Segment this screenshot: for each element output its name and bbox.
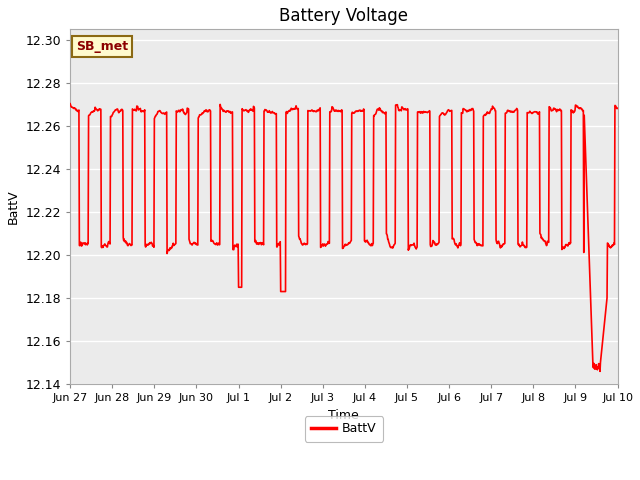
Y-axis label: BattV: BattV bbox=[7, 189, 20, 224]
X-axis label: Time: Time bbox=[328, 408, 359, 421]
Text: SB_met: SB_met bbox=[76, 40, 128, 53]
Legend: BattV: BattV bbox=[305, 416, 383, 442]
Title: Battery Voltage: Battery Voltage bbox=[279, 7, 408, 25]
